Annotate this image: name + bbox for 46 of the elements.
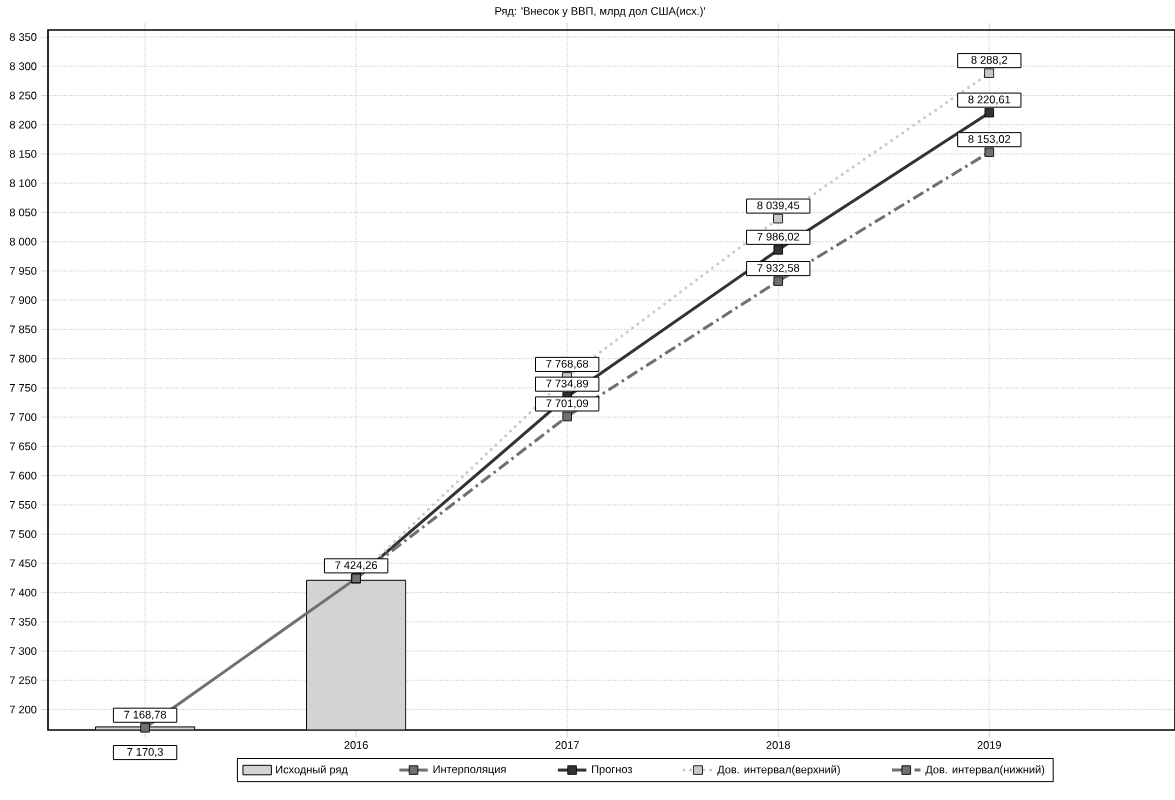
y-tick-label: 7 450 <box>9 559 37 568</box>
legend-label: Исходный ряд <box>276 765 348 776</box>
y-tick-label: 7 500 <box>9 530 37 538</box>
x-tick-label: 2017 <box>555 741 579 749</box>
y-tick-label: 7 200 <box>9 705 37 714</box>
y-tick-label: 7 900 <box>9 296 37 305</box>
y-tick-label: 7 650 <box>9 442 37 451</box>
x-tick-label: 2016 <box>344 741 368 749</box>
data-label: 8 153,02 <box>968 135 1011 145</box>
data-label: 7 170,3 <box>127 747 163 758</box>
data-label: 7 168,78 <box>124 710 167 720</box>
legend-label: Интерполяция <box>433 765 506 776</box>
y-tick-label: 8 300 <box>9 62 37 71</box>
y-tick-label: 8 350 <box>9 33 37 41</box>
legend-label: Прогноз <box>592 765 632 776</box>
data-label: 7 734,89 <box>546 379 589 389</box>
y-tick-label: 7 600 <box>9 471 37 480</box>
legend-label: Дов. интервал(верхний) <box>717 765 840 776</box>
y-tick-label: 7 550 <box>9 500 37 509</box>
y-tick-label: 8 250 <box>9 91 37 100</box>
data-label: 7 986,02 <box>757 232 800 242</box>
y-tick-label: 7 350 <box>9 617 37 626</box>
data-label: 8 220,61 <box>968 95 1011 105</box>
y-tick-label: 7 300 <box>9 647 37 655</box>
data-label: 7 932,58 <box>757 264 800 274</box>
data-label: 7 424,26 <box>335 561 378 571</box>
x-tick-label: 2018 <box>766 741 790 749</box>
data-label: 7 768,68 <box>546 359 589 369</box>
y-tick-label: 7 800 <box>9 354 37 363</box>
y-tick-label: 7 400 <box>9 588 37 597</box>
y-tick-label: 7 850 <box>9 325 37 334</box>
y-tick-label: 7 950 <box>9 267 37 275</box>
y-tick-label: 8 150 <box>9 150 37 158</box>
x-tick-label: 2019 <box>977 741 1001 749</box>
y-tick-label: 7 700 <box>9 413 37 422</box>
y-tick-label: 8 100 <box>9 179 37 188</box>
y-tick-label: 8 200 <box>9 120 37 129</box>
y-tick-label: 7 750 <box>9 383 37 392</box>
chart-title: Ряд: 'Внесок у ВВП, млрд дол США(исх.)' <box>495 6 705 18</box>
legend-label: Дов. интервал(нижний) <box>925 765 1045 776</box>
data-label: 8 039,45 <box>757 201 800 211</box>
y-tick-label: 7 250 <box>9 676 37 685</box>
data-label: 7 701,09 <box>546 399 589 409</box>
y-tick-label: 8 050 <box>9 208 37 217</box>
data-label: 8 288,2 <box>971 56 1008 66</box>
y-tick-label: 8 000 <box>9 237 37 246</box>
